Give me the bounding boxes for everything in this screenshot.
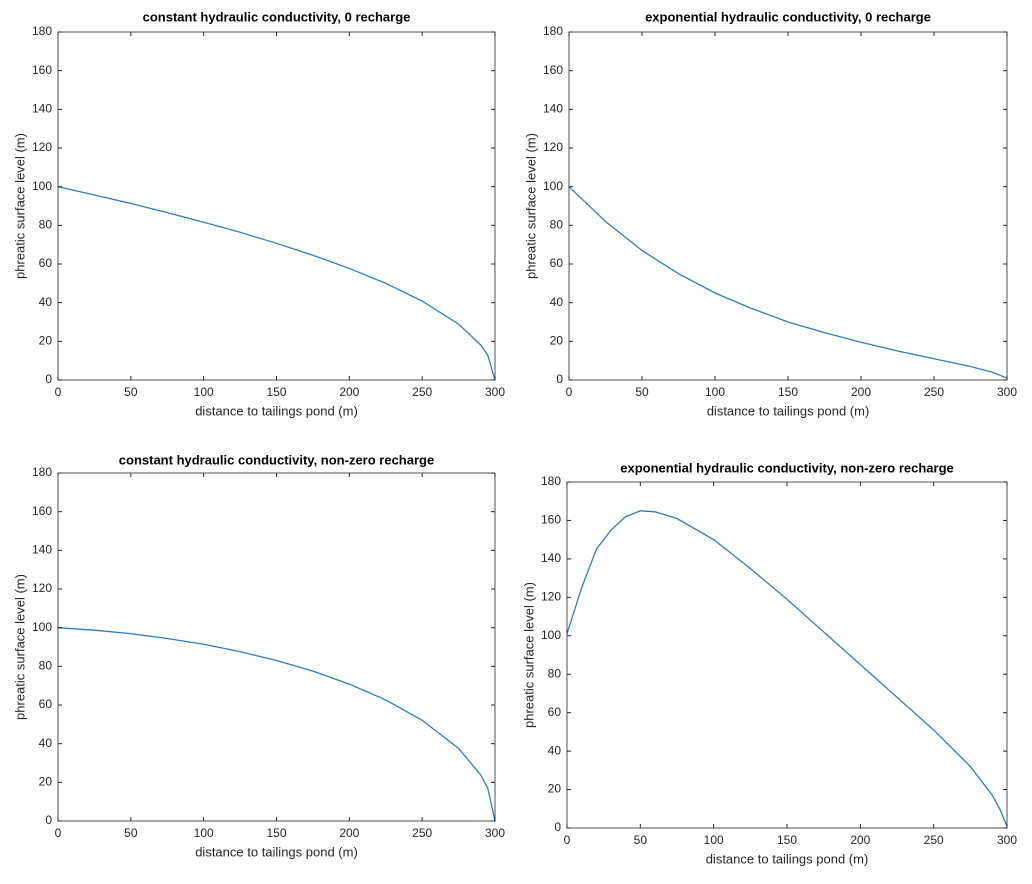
y-tick-label: 160 xyxy=(541,513,561,527)
x-tick-label: 250 xyxy=(924,833,944,847)
y-tick-label: 80 xyxy=(39,218,53,232)
x-axis-label: distance to tailings pond (m) xyxy=(706,851,869,866)
data-line xyxy=(568,186,1008,379)
y-tick-label: 140 xyxy=(32,543,52,557)
y-tick-label: 0 xyxy=(554,820,561,834)
y-tick-label: 100 xyxy=(541,628,561,642)
plot-area xyxy=(567,482,1007,828)
x-tick-label: 300 xyxy=(997,385,1017,399)
x-tick-label: 50 xyxy=(124,385,138,399)
y-tick-label: 20 xyxy=(39,775,53,789)
y-tick-label: 20 xyxy=(548,782,562,796)
y-tick-label: 40 xyxy=(39,736,53,750)
chart-title: constant hydraulic conductivity, 0 recha… xyxy=(143,9,411,24)
y-tick-label: 120 xyxy=(543,140,563,154)
y-tick-label: 0 xyxy=(45,372,52,386)
x-tick-label: 200 xyxy=(339,826,359,840)
y-tick-label: 180 xyxy=(32,465,52,479)
y-tick-label: 20 xyxy=(39,334,53,348)
y-tick-label: 140 xyxy=(32,102,52,116)
x-tick-label: 300 xyxy=(485,385,505,399)
x-tick-label: 300 xyxy=(485,826,505,840)
y-axis-label: phreatic surface level (m) xyxy=(523,133,538,279)
y-tick-label: 100 xyxy=(32,179,52,193)
y-tick-label: 80 xyxy=(39,659,53,673)
y-tick-label: 160 xyxy=(32,504,52,518)
y-tick-label: 180 xyxy=(541,474,561,488)
y-tick-label: 0 xyxy=(556,372,563,386)
plot-area xyxy=(58,473,495,821)
data-line xyxy=(57,627,496,822)
x-tick-label: 150 xyxy=(266,385,286,399)
x-tick-label: 100 xyxy=(705,385,725,399)
x-axis-label: distance to tailings pond (m) xyxy=(195,844,358,859)
y-tick-label: 160 xyxy=(543,63,563,77)
y-tick-label: 60 xyxy=(39,256,53,270)
x-tick-label: 0 xyxy=(55,826,62,840)
x-tick-label: 100 xyxy=(194,385,214,399)
y-axis-label: phreatic surface level (m) xyxy=(12,574,27,720)
x-tick-label: 0 xyxy=(55,385,62,399)
x-tick-label: 0 xyxy=(566,385,573,399)
y-tick-label: 120 xyxy=(32,581,52,595)
chart-title: constant hydraulic conductivity, non-zer… xyxy=(119,452,434,467)
y-tick-label: 40 xyxy=(39,295,53,309)
y-tick-label: 160 xyxy=(32,63,52,77)
data-line xyxy=(57,186,496,381)
plot-area xyxy=(58,32,495,380)
x-tick-label: 50 xyxy=(635,385,649,399)
x-tick-label: 250 xyxy=(412,826,432,840)
x-tick-label: 100 xyxy=(194,826,214,840)
plot-area xyxy=(569,32,1007,380)
y-tick-label: 80 xyxy=(548,666,562,680)
x-tick-label: 50 xyxy=(124,826,138,840)
x-tick-label: 300 xyxy=(997,833,1017,847)
y-tick-label: 40 xyxy=(548,743,562,757)
x-tick-label: 100 xyxy=(704,833,724,847)
x-tick-label: 50 xyxy=(634,833,648,847)
chart-title: exponential hydraulic conductivity, 0 re… xyxy=(645,9,931,24)
y-tick-label: 20 xyxy=(550,334,564,348)
y-tick-label: 0 xyxy=(45,813,52,827)
x-axis-label: distance to tailings pond (m) xyxy=(195,403,358,418)
x-tick-label: 150 xyxy=(266,826,286,840)
x-tick-label: 200 xyxy=(339,385,359,399)
x-tick-label: 150 xyxy=(778,385,798,399)
y-tick-label: 140 xyxy=(541,551,561,565)
y-tick-label: 60 xyxy=(39,697,53,711)
y-tick-label: 100 xyxy=(543,179,563,193)
data-line xyxy=(566,510,1008,827)
chart-title: exponential hydraulic conductivity, non-… xyxy=(620,460,954,475)
x-tick-label: 0 xyxy=(564,833,571,847)
y-tick-label: 80 xyxy=(550,218,564,232)
y-tick-label: 60 xyxy=(550,256,564,270)
y-tick-label: 100 xyxy=(32,620,52,634)
y-tick-label: 180 xyxy=(543,24,563,38)
y-tick-label: 140 xyxy=(543,102,563,116)
x-tick-label: 250 xyxy=(924,385,944,399)
x-tick-label: 200 xyxy=(851,385,871,399)
x-tick-label: 250 xyxy=(412,385,432,399)
x-tick-label: 200 xyxy=(850,833,870,847)
y-tick-label: 60 xyxy=(548,705,562,719)
y-tick-label: 40 xyxy=(550,295,564,309)
y-tick-label: 120 xyxy=(541,590,561,604)
y-tick-label: 180 xyxy=(32,24,52,38)
y-tick-label: 120 xyxy=(32,140,52,154)
x-axis-label: distance to tailings pond (m) xyxy=(707,403,870,418)
y-axis-label: phreatic surface level (m) xyxy=(12,133,27,279)
x-tick-label: 150 xyxy=(777,833,797,847)
y-axis-label: phreatic surface level (m) xyxy=(521,582,536,728)
